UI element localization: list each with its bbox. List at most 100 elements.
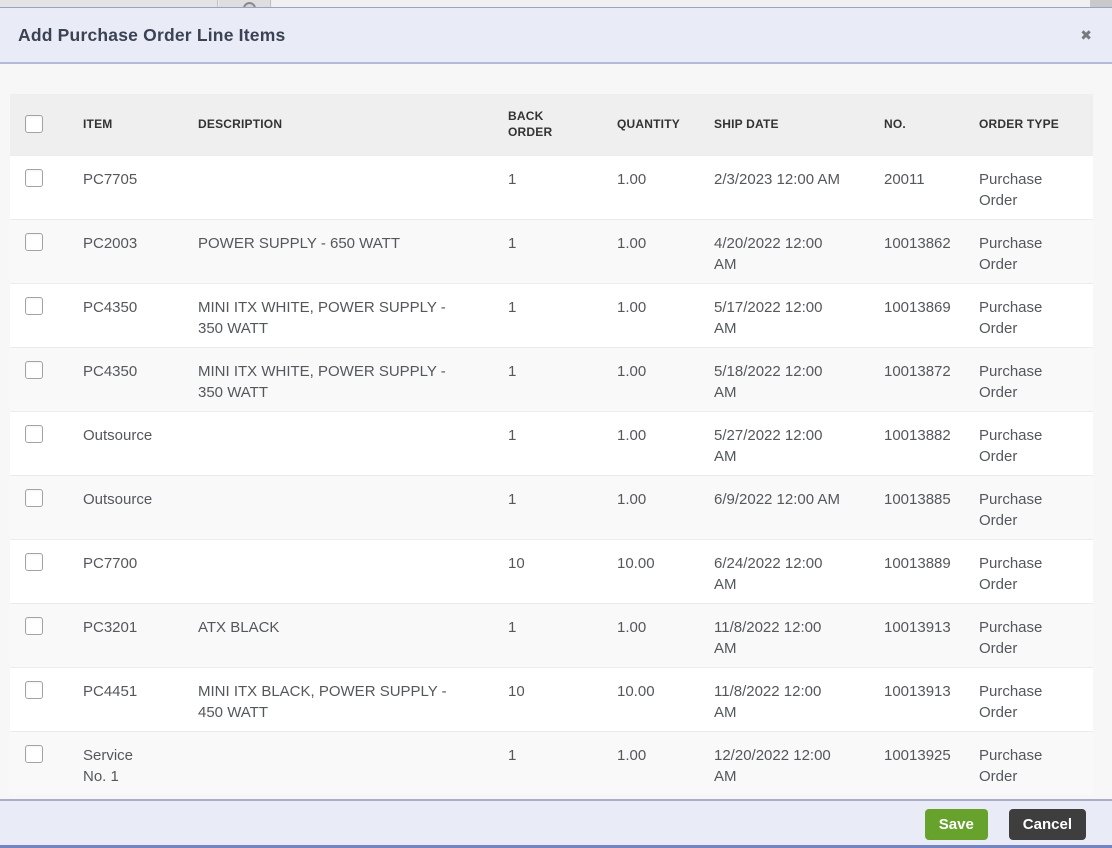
- row-checkbox[interactable]: [25, 360, 43, 379]
- row-checkbox[interactable]: [25, 232, 43, 251]
- column-header-item: ITEM: [68, 94, 183, 155]
- cell-ship-date: 5/27/2022 12:00 AM: [714, 426, 823, 465]
- cell-no: 10013869: [884, 298, 951, 316]
- cell-no: 10013913: [884, 682, 951, 700]
- cell-quantity: 1.00: [617, 490, 647, 508]
- table-row: Outsource 1 1.00 5/27/2022 12:00 AM 1001…: [10, 411, 1093, 475]
- row-checkbox-cell: [10, 347, 68, 411]
- cell-ship-date: 5/17/2022 12:00 AM: [714, 298, 823, 337]
- cell-description: MINI ITX BLACK, POWER SUPPLY - 450 WATT: [198, 682, 447, 721]
- background-tab-segment: [0, 0, 218, 7]
- row-checkbox[interactable]: [25, 488, 43, 507]
- cell-order-type: Purchase Order: [979, 618, 1043, 657]
- modal-header: Add Purchase Order Line Items ✖: [0, 8, 1112, 64]
- cell-no: 10013862: [884, 234, 951, 252]
- table-row: PC2003 POWER SUPPLY - 650 WATT 1 1.00 4/…: [10, 219, 1093, 283]
- row-checkbox[interactable]: [25, 424, 43, 443]
- row-checkbox-cell: [10, 539, 68, 603]
- cell-quantity: 1.00: [617, 234, 647, 252]
- cell-order-type: Purchase Order: [979, 746, 1043, 785]
- cell-ship-date: 5/18/2022 12:00 AM: [714, 362, 823, 401]
- cell-item: Outsource: [83, 426, 153, 444]
- cell-order-type: Purchase Order: [979, 426, 1043, 465]
- add-purchase-order-line-items-modal: Add Purchase Order Line Items ✖ ITEM DES…: [0, 7, 1112, 848]
- cell-item: PC4451: [83, 682, 138, 700]
- cell-order-type: Purchase Order: [979, 554, 1043, 593]
- row-checkbox-cell: [10, 667, 68, 731]
- row-checkbox[interactable]: [25, 552, 43, 571]
- cell-quantity: 10.00: [617, 554, 655, 572]
- column-header-quantity: QUANTITY: [602, 94, 699, 155]
- cell-no: 10013913: [884, 618, 951, 636]
- row-checkbox-cell: [10, 155, 68, 219]
- modal-footer: Save Cancel: [0, 799, 1112, 848]
- cell-back-order: 1: [508, 426, 517, 444]
- table-row: PC7700 10 10.00 6/24/2022 12:00 AM 10013…: [10, 539, 1093, 603]
- cell-description: [183, 475, 493, 539]
- background-tab-segment: [272, 0, 1090, 7]
- cell-ship-date: 6/24/2022 12:00 AM: [714, 554, 823, 593]
- cell-no: 10013889: [884, 554, 951, 572]
- cell-item: PC7700: [83, 554, 138, 572]
- cell-back-order: 1: [508, 234, 517, 252]
- cell-order-type: Purchase Order: [979, 298, 1043, 337]
- cell-back-order: 1: [508, 170, 517, 188]
- table-row: PC4350 MINI ITX WHITE, POWER SUPPLY - 35…: [10, 283, 1093, 347]
- cell-no: 10013885: [884, 490, 951, 508]
- cell-order-type: Purchase Order: [979, 170, 1043, 209]
- row-checkbox[interactable]: [25, 680, 43, 699]
- cell-ship-date: 2/3/2023 12:00 AM: [714, 170, 840, 188]
- cell-item: PC4350: [83, 362, 138, 380]
- cell-item: PC4350: [83, 298, 138, 316]
- cell-item: PC2003: [83, 234, 138, 252]
- column-header-ship-date: SHIP DATE: [699, 94, 869, 155]
- line-items-table-body: PC7705 1 1.00 2/3/2023 12:00 AM 20011 Pu…: [10, 155, 1093, 795]
- select-all-checkbox[interactable]: [25, 115, 43, 134]
- cell-quantity: 10.00: [617, 682, 655, 700]
- cell-description: [183, 731, 493, 795]
- cell-no: 20011: [884, 170, 925, 188]
- cell-back-order: 10: [508, 554, 525, 572]
- row-checkbox[interactable]: [25, 168, 43, 187]
- cell-quantity: 1.00: [617, 170, 647, 188]
- row-checkbox-cell: [10, 603, 68, 667]
- save-button[interactable]: Save: [924, 809, 988, 840]
- cell-no: 10013925: [884, 746, 951, 764]
- row-checkbox[interactable]: [25, 616, 43, 635]
- cell-description: POWER SUPPLY - 650 WATT: [198, 234, 400, 252]
- cell-ship-date: 4/20/2022 12:00 AM: [714, 234, 823, 273]
- row-checkbox[interactable]: [25, 744, 43, 763]
- cell-quantity: 1.00: [617, 426, 647, 444]
- modal-body: ITEM DESCRIPTION BACK ORDER QUANTITY SHI…: [0, 64, 1112, 799]
- cancel-button[interactable]: Cancel: [1008, 809, 1086, 840]
- column-header-description: DESCRIPTION: [183, 94, 493, 155]
- background-window-edge: [1090, 0, 1112, 7]
- cell-no: 10013882: [884, 426, 951, 444]
- close-icon[interactable]: ✖: [1080, 27, 1092, 43]
- table-header-row: ITEM DESCRIPTION BACK ORDER QUANTITY SHI…: [10, 94, 1093, 155]
- row-checkbox[interactable]: [25, 296, 43, 315]
- cell-description: MINI ITX WHITE, POWER SUPPLY - 350 WATT: [198, 298, 446, 337]
- cell-description: ATX BLACK: [198, 618, 280, 636]
- tab-favicon-icon: [243, 2, 256, 7]
- cell-ship-date: 11/8/2022 12:00 AM: [714, 618, 822, 657]
- row-checkbox-cell: [10, 283, 68, 347]
- cell-description: [183, 411, 493, 475]
- table-row: Outsource 1 1.00 6/9/2022 12:00 AM 10013…: [10, 475, 1093, 539]
- cell-back-order: 1: [508, 362, 517, 380]
- cell-description: [183, 155, 493, 219]
- row-checkbox-cell: [10, 475, 68, 539]
- row-checkbox-cell: [10, 731, 68, 795]
- column-header-order-type: ORDER TYPE: [964, 94, 1093, 155]
- cell-quantity: 1.00: [617, 746, 647, 764]
- row-checkbox-cell: [10, 411, 68, 475]
- cell-ship-date: 6/9/2022 12:00 AM: [714, 490, 840, 508]
- table-row: PC3201 ATX BLACK 1 1.00 11/8/2022 12:00 …: [10, 603, 1093, 667]
- cell-back-order: 1: [508, 298, 517, 316]
- cell-description: [183, 539, 493, 603]
- cell-back-order: 1: [508, 490, 517, 508]
- cell-quantity: 1.00: [617, 362, 647, 380]
- cell-order-type: Purchase Order: [979, 490, 1043, 529]
- cell-quantity: 1.00: [617, 618, 647, 636]
